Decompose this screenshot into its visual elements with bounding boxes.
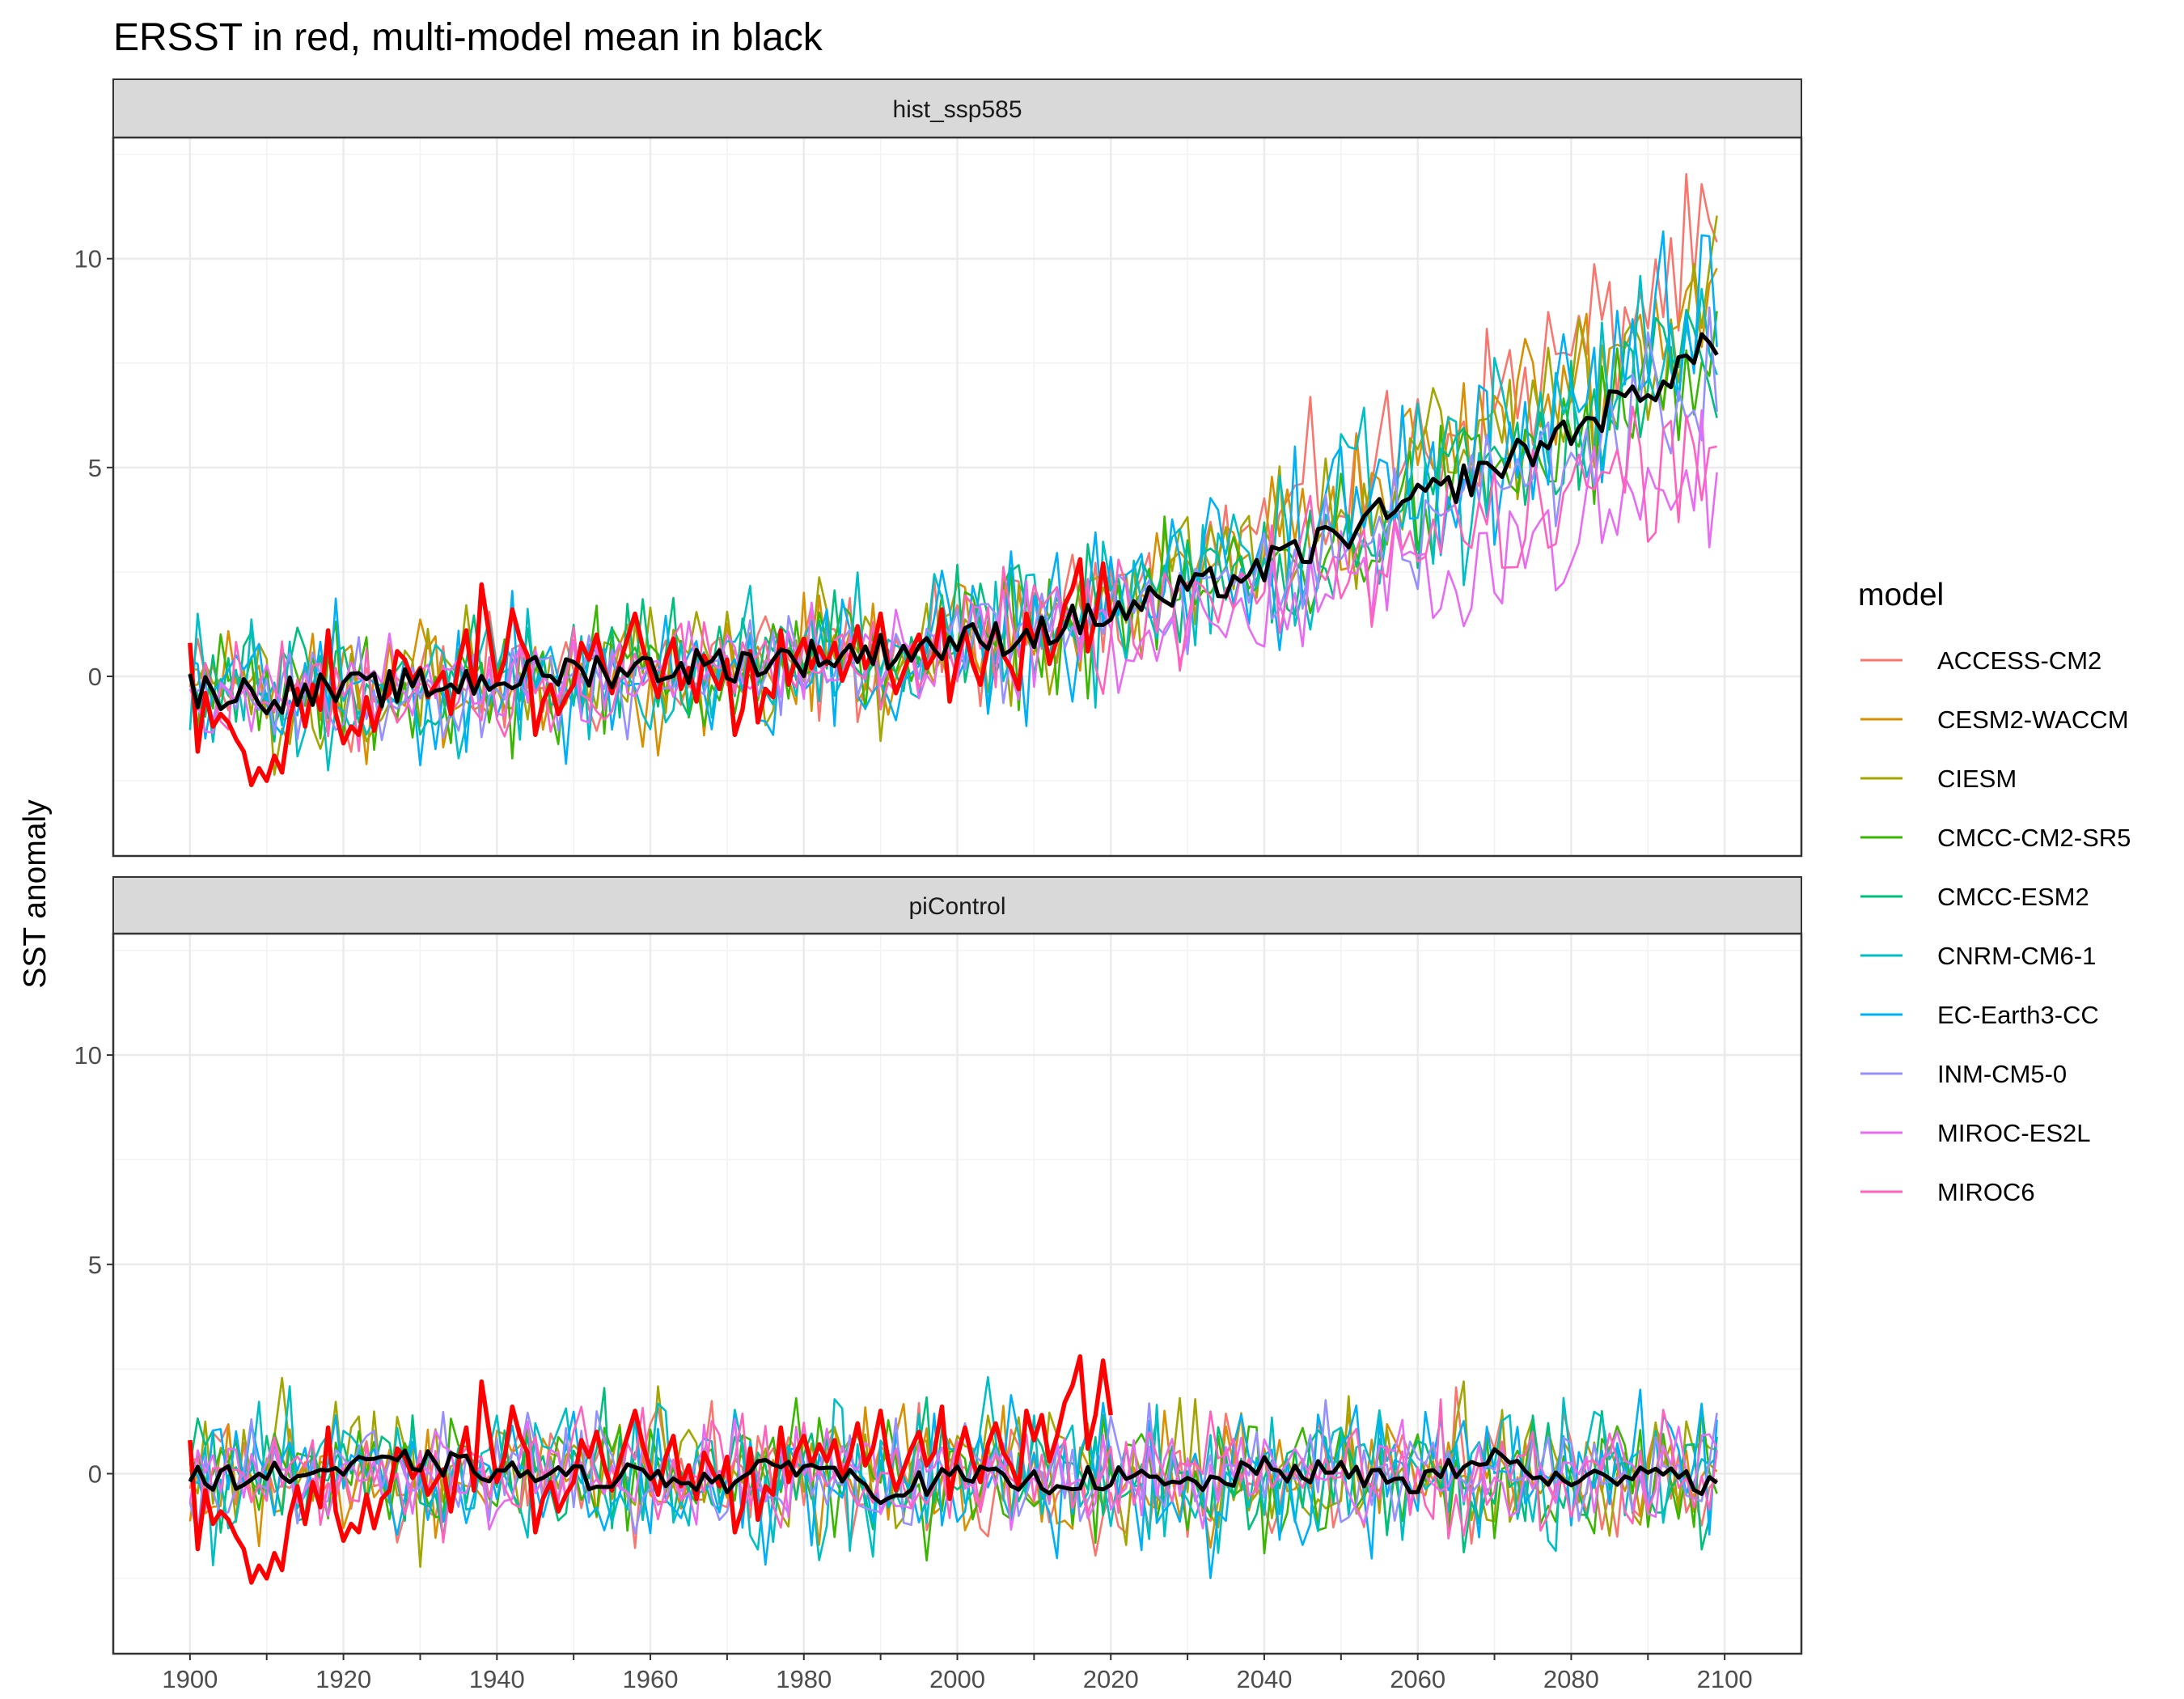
series-line-ersst <box>188 1354 1113 1585</box>
legend-label: CMCC-CM2-SR5 <box>1937 824 2131 852</box>
series-line-inm-cm5-0 <box>189 306 1718 742</box>
legend-label: CESM2-WACCM <box>1937 705 2129 734</box>
series-line-miroc-es2l <box>188 1417 1718 1531</box>
x-tick-label: 1900 <box>162 1665 218 1693</box>
x-tick-label: 1960 <box>623 1665 679 1693</box>
y-tick-label: 10 <box>74 1041 102 1070</box>
series-line-ec-earth3-cc <box>188 1388 1718 1579</box>
legend: model ACCESS-CM2 CESM2-WACCM CIESM CMCC-CM2-… <box>1858 578 2131 1206</box>
y-tick-label: 5 <box>88 454 102 482</box>
y-tick-label: 0 <box>88 663 102 691</box>
series-line-ersst <box>188 557 1113 787</box>
x-tick-label: 2040 <box>1236 1665 1292 1693</box>
x-tick-label: 2000 <box>929 1665 985 1693</box>
legend-label: ACCESS-CM2 <box>1937 646 2101 675</box>
facet-strip <box>112 876 1802 934</box>
facet-panel-picontrol: piControl 0 5 10 <box>74 876 1803 1655</box>
legend-label: EC-Earth3-CC <box>1937 1001 2099 1029</box>
series-group <box>188 1354 1719 1585</box>
panel-border <box>112 136 1803 858</box>
legend-title: model <box>1858 578 1944 612</box>
x-tick-label: 2100 <box>1697 1665 1753 1693</box>
x-tick-label: 2020 <box>1083 1665 1139 1693</box>
y-tick-label: 10 <box>74 245 102 273</box>
series-line-multi-model-mean <box>188 332 1719 716</box>
x-axis: 1900 1920 1940 1960 1980 2000 2020 2040 2060 2080… <box>162 1654 1753 1693</box>
y-axis-title: SST anomaly <box>18 799 53 989</box>
chart-title: ERSST in red, multi-model mean in black <box>113 16 823 59</box>
facet-panel-hist-ssp585: hist_ssp585 0 5 10 <box>74 78 1803 858</box>
series-line-cmcc-cm2-sr5 <box>188 1396 1718 1561</box>
y-tick-label: 0 <box>88 1460 102 1489</box>
x-tick-label: 2060 <box>1390 1665 1445 1693</box>
x-tick-label: 1920 <box>315 1665 371 1693</box>
series-line-cmcc-esm2 <box>188 308 1718 743</box>
legend-label: MIROC-ES2L <box>1937 1119 2090 1147</box>
x-tick-label: 2080 <box>1543 1665 1599 1693</box>
legend-label: INM-CM5-0 <box>1937 1060 2067 1088</box>
legend-label: CIESM <box>1937 765 2017 793</box>
facet-strip-label: piControl <box>908 893 1005 920</box>
facet-strip-label: hist_ssp585 <box>892 96 1022 123</box>
x-tick-label: 1940 <box>469 1665 525 1693</box>
y-tick-label: 5 <box>88 1251 102 1279</box>
x-tick-label: 1980 <box>776 1665 832 1693</box>
series-group <box>188 172 1719 787</box>
legend-label: MIROC6 <box>1937 1178 2035 1206</box>
facet-strip <box>112 78 1802 138</box>
legend-label: CMCC-ESM2 <box>1937 883 2089 911</box>
series-line-multi-model-mean <box>188 1447 1719 1506</box>
legend-label: CNRM-CM6-1 <box>1937 942 2096 970</box>
